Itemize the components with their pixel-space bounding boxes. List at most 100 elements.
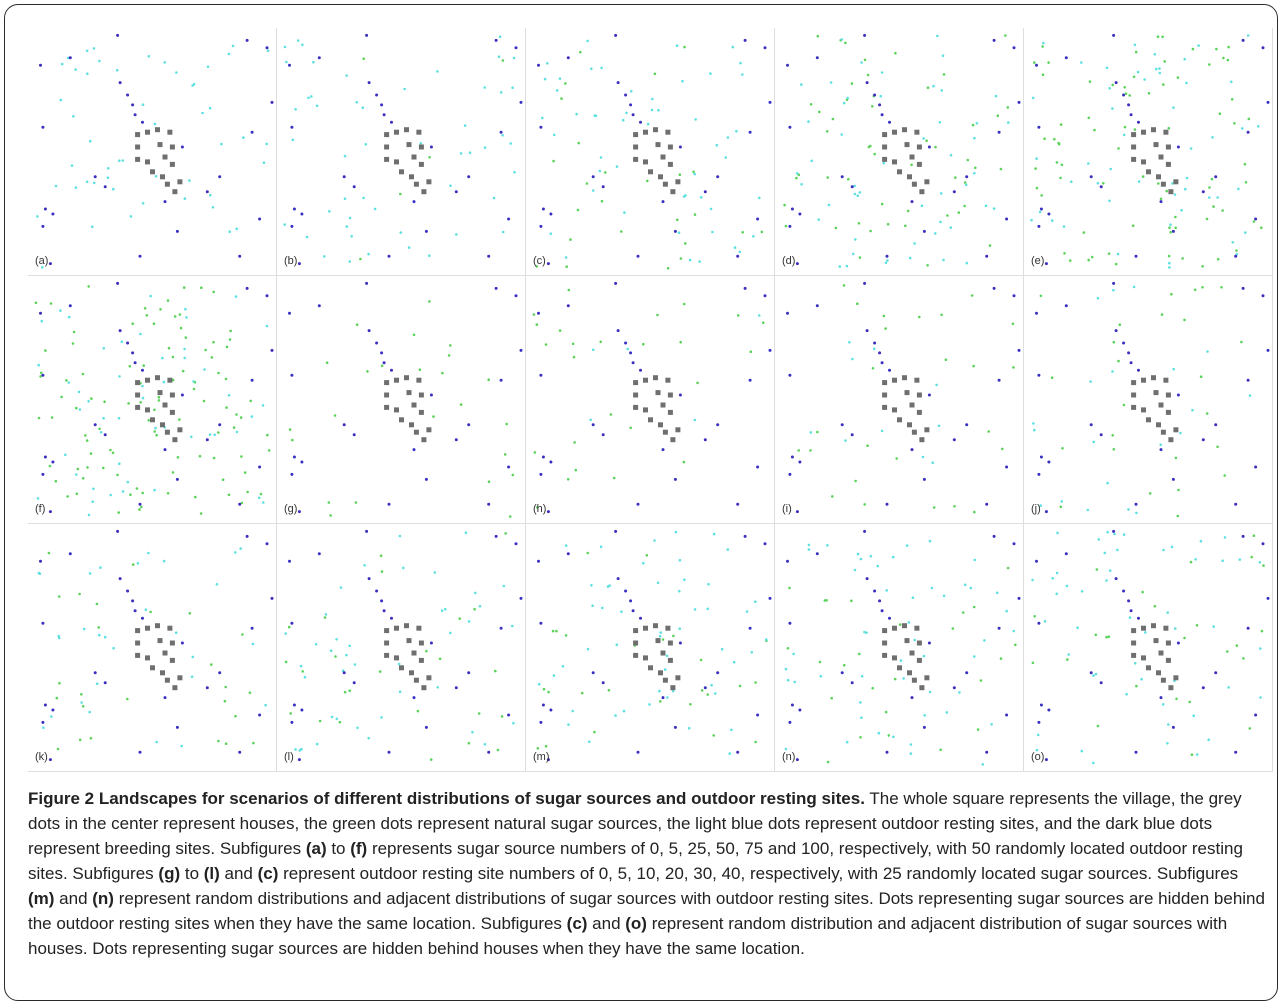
- breeding-site-dot: [1039, 455, 1043, 459]
- resting-site-dot: [1238, 558, 1242, 561]
- resting-site-dot: [153, 122, 157, 126]
- house-marker: [904, 638, 910, 644]
- sugar-source-dot: [783, 203, 786, 207]
- sugar-source-dot: [1031, 661, 1035, 665]
- house-marker: [160, 174, 165, 180]
- caption-ref: (f): [350, 839, 368, 858]
- breeding-site-dot: [1171, 229, 1175, 233]
- breeding-site-dot: [412, 448, 416, 452]
- sugar-source-dot: [57, 595, 61, 598]
- sugar-source-dot: [1189, 560, 1193, 564]
- sugar-source-dot: [178, 418, 181, 421]
- house-marker: [1165, 161, 1171, 167]
- resting-site-dot: [449, 184, 452, 187]
- landscape-panel: (n): [775, 524, 1024, 772]
- sugar-source-dot: [86, 466, 89, 469]
- breeding-site-dot: [1234, 750, 1238, 754]
- breeding-site-dot: [768, 100, 772, 104]
- house-marker: [633, 156, 639, 162]
- sugar-source-dot: [1133, 128, 1137, 131]
- sugar-source-dot: [511, 473, 515, 477]
- breeding-site-dot: [131, 351, 135, 355]
- landscape-panel: (k): [28, 524, 277, 772]
- breeding-site-dot: [1241, 534, 1245, 538]
- breeding-site-dot: [1254, 217, 1258, 221]
- sugar-source-dot: [128, 365, 132, 368]
- house-marker: [892, 159, 897, 165]
- breeding-site-dot: [116, 33, 120, 37]
- resting-site-dot: [730, 728, 733, 732]
- breeding-site-dot: [141, 616, 144, 620]
- sugar-source-dot: [1223, 474, 1226, 477]
- sugar-source-dot: [34, 301, 38, 305]
- sugar-source-dot: [327, 501, 331, 504]
- breeding-site-dot: [763, 46, 767, 50]
- house-marker: [426, 179, 432, 185]
- sugar-source-dot: [957, 211, 961, 214]
- sugar-source-dot: [1004, 34, 1007, 37]
- breeding-site-dot: [878, 351, 882, 355]
- breeding-site-dot: [1241, 38, 1245, 42]
- sugar-source-dot: [788, 586, 791, 590]
- sugar-source-dot: [873, 152, 876, 156]
- breeding-site-dot: [1254, 713, 1258, 717]
- sugar-source-dot: [1191, 47, 1195, 51]
- sugar-source-dot: [816, 34, 820, 38]
- breeding-site-dot: [952, 190, 956, 194]
- sugar-source-dot: [1195, 624, 1199, 627]
- resting-site-dot: [1191, 408, 1194, 412]
- house-marker: [658, 174, 663, 180]
- breeding-site-dot: [888, 616, 891, 620]
- house-marker: [1131, 628, 1137, 634]
- sugar-source-dot: [558, 329, 562, 332]
- sugar-source-dot: [1205, 217, 1209, 221]
- resting-site-dot: [784, 747, 788, 751]
- sugar-source-dot: [155, 433, 158, 437]
- resting-site-dot: [601, 606, 604, 610]
- breeding-site-dot: [965, 671, 969, 675]
- sugar-source-dot: [659, 700, 662, 703]
- sugar-source-dot: [1153, 604, 1157, 608]
- landscape-plot: [783, 33, 1021, 268]
- resting-site-dot: [440, 609, 444, 612]
- breeding-site-dot: [549, 212, 553, 216]
- breeding-site-dot: [591, 175, 595, 179]
- breeding-site-dot: [795, 262, 799, 266]
- sugar-source-dot: [893, 677, 897, 681]
- sugar-source-dot: [1124, 92, 1128, 95]
- sugar-source-dot: [1176, 514, 1180, 518]
- house-marker: [411, 650, 417, 656]
- house-marker: [892, 377, 897, 383]
- breeding-site-dot: [888, 368, 891, 372]
- resting-site-dot: [353, 663, 357, 666]
- house-marker: [416, 625, 422, 631]
- breeding-site-dot: [878, 599, 882, 603]
- sugar-source-dot: [567, 288, 571, 292]
- sugar-source-dot: [712, 734, 715, 737]
- breeding-site-dot: [39, 559, 42, 563]
- sugar-source-dot: [672, 634, 675, 638]
- sugar-source-dot: [953, 505, 956, 508]
- resting-site-dot: [1185, 81, 1188, 85]
- resting-site-dot: [184, 307, 187, 311]
- house-marker: [1131, 132, 1137, 138]
- resting-site-dot: [1143, 78, 1146, 81]
- house-marker: [902, 375, 907, 381]
- resting-site-dot: [330, 715, 334, 719]
- house-marker: [904, 142, 910, 148]
- breeding-site-dot: [786, 63, 789, 67]
- breeding-site-dot: [997, 130, 1001, 134]
- resting-site-dot: [1183, 57, 1186, 61]
- house-marker: [426, 675, 432, 681]
- breeding-site-dot: [1159, 448, 1163, 452]
- sugar-source-dot: [50, 416, 54, 419]
- resting-site-dot: [1180, 208, 1183, 212]
- breeding-site-dot: [126, 341, 130, 345]
- caption-text: The whole square represents the village,…: [28, 789, 1242, 858]
- sugar-source-dot: [1063, 252, 1066, 255]
- resting-site-dot: [659, 631, 662, 634]
- sugar-source-dot: [1163, 60, 1166, 63]
- resting-site-dot: [561, 665, 565, 668]
- house-marker: [653, 375, 658, 381]
- sugar-source-dot: [1174, 456, 1178, 460]
